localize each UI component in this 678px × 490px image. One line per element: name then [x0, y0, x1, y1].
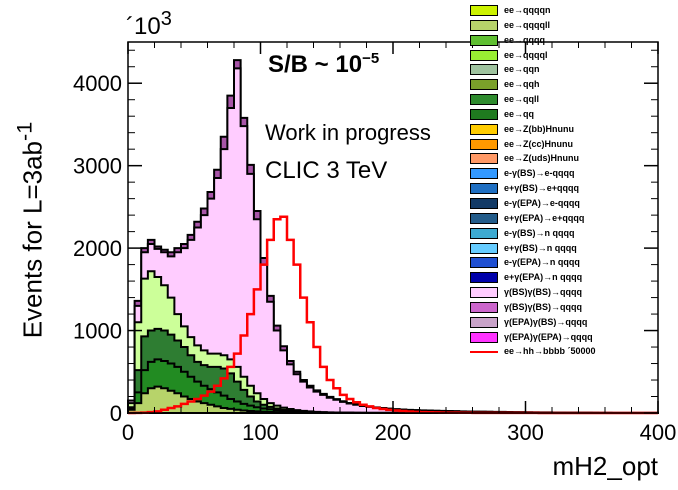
legend-entry: γ(EPA)γ(EPA)→qqqq	[470, 331, 675, 346]
legend-label: e+γ(BS)→e+qqqq	[504, 183, 580, 194]
legend-swatch	[470, 168, 498, 180]
legend-label: e-γ(EPA)→e-qqqq	[504, 197, 580, 208]
legend-entry: e-γ(EPA)→n qqqq	[470, 256, 675, 271]
legend-label: e+γ(BS)→n qqqq	[504, 242, 577, 253]
legend-entry: e-γ(EPA)→e-qqqq	[470, 197, 675, 212]
legend-swatch	[470, 257, 498, 269]
x-tick-label: 400	[640, 420, 677, 445]
y-tick-label: 0	[110, 401, 122, 426]
legend-entry: ee→Z(cc)Hnunu	[470, 138, 675, 153]
legend-swatch	[470, 94, 498, 106]
legend-swatch	[470, 153, 498, 165]
legend-entry: ee→qqqql	[470, 49, 675, 64]
sb-exponent: −5	[362, 50, 380, 67]
legend-swatch	[470, 138, 498, 150]
legend-label: e-γ(BS)→e-qqqq	[504, 168, 575, 179]
legend-label: ee→qqqq	[504, 34, 546, 45]
legend-swatch	[470, 227, 498, 239]
machine-label: CLIC 3 TeV	[265, 157, 388, 184]
legend-swatch	[470, 212, 498, 224]
legend-entry: ee→hh→bbbb ´50000	[470, 345, 675, 360]
legend-label: γ(EPA)γ(BS)→qqqq	[504, 316, 588, 327]
y-multiplier: ´103	[126, 8, 172, 41]
legend-entry: ee→qq	[470, 108, 675, 123]
y-tick-label: 4000	[73, 71, 122, 96]
legend-entry: e+γ(BS)→e+qqqq	[470, 182, 675, 197]
legend-label: γ(EPA)γ(EPA)→qqqq	[504, 331, 593, 342]
legend-entry: γ(EPA)γ(BS)→qqqq	[470, 316, 675, 331]
legend-swatch	[470, 64, 498, 76]
legend-label: e+γ(EPA)→e+qqqq	[504, 212, 585, 223]
legend: ee→qqqqn ee→qqqqll ee→qqqq ee→qqqql ee→qqn ee…	[470, 4, 675, 360]
legend-swatch	[470, 301, 498, 313]
legend-swatch	[470, 19, 498, 31]
legend-entry: ee→qqqqn	[470, 4, 675, 19]
legend-label: e-γ(EPA)→n qqqq	[504, 257, 580, 268]
y-axis-label-exp: -1	[11, 121, 37, 141]
legend-entry: e+γ(EPA)→e+qqqq	[470, 212, 675, 227]
y-multiplier-exponent: 3	[160, 8, 172, 30]
legend-swatch	[470, 123, 498, 135]
legend-label: ee→Z(bb)Hnunu	[504, 123, 574, 134]
x-tick-label: 200	[375, 420, 412, 445]
x-tick-label: 100	[242, 420, 279, 445]
legend-swatch	[470, 183, 498, 195]
legend-label: ee→Z(uds)Hnunu	[504, 153, 579, 164]
legend-label: e+γ(EPA)→n qqqq	[504, 272, 583, 283]
legend-swatch	[470, 351, 498, 354]
legend-swatch	[470, 316, 498, 328]
legend-label: ee→qqqqll	[504, 19, 551, 30]
sb-text: S/B ~ 10	[268, 51, 363, 78]
legend-label: ee→qqqql	[504, 49, 548, 60]
legend-entry: γ(BS)γ(BS)→qqqq	[470, 286, 675, 301]
legend-entry: ee→qqll	[470, 93, 675, 108]
legend-entry: e-γ(BS)→n qqqq	[470, 227, 675, 242]
work-in-progress-label: Work in progress	[265, 120, 431, 145]
legend-label: e-γ(BS)→n qqqq	[504, 227, 575, 238]
y-tick-label: 1000	[73, 319, 122, 344]
y-axis-label-text: Events for L=3ab	[17, 140, 48, 339]
legend-label: ee→Z(cc)Hnunu	[504, 138, 574, 149]
y-tick-label: 2000	[73, 236, 122, 261]
legend-label: ee→qqll	[504, 94, 540, 105]
legend-entry: e+γ(BS)→n qqqq	[470, 242, 675, 257]
legend-swatch	[470, 79, 498, 91]
legend-entry: γ(BS)γ(BS)→qqqq	[470, 301, 675, 316]
y-tick-label: 3000	[73, 154, 122, 179]
legend-entry: ee→qqqq	[470, 34, 675, 49]
legend-label: ee→qqn	[504, 64, 540, 75]
legend-label: γ(BS)γ(BS)→qqqq	[504, 287, 582, 298]
signal-background-ratio: S/B ~ 10−5	[268, 50, 379, 79]
legend-entry: ee→qqn	[470, 63, 675, 78]
legend-entry: ee→qqqqll	[470, 19, 675, 34]
legend-swatch	[470, 49, 498, 61]
legend-entry: ee→Z(uds)Hnunu	[470, 152, 675, 167]
legend-swatch	[470, 272, 498, 284]
legend-swatch	[470, 108, 498, 120]
x-axis-label: mH2_opt	[552, 451, 659, 481]
legend-label: ee→qqh	[504, 79, 540, 90]
legend-swatch	[470, 331, 498, 343]
y-axis-label: Events for L=3ab-1	[12, 122, 49, 339]
legend-swatch	[470, 34, 498, 46]
legend-swatch	[470, 242, 498, 254]
legend-entry: e+γ(EPA)→n qqqq	[470, 271, 675, 286]
legend-label: γ(BS)γ(BS)→qqqq	[504, 301, 582, 312]
legend-label: ee→qq	[504, 108, 535, 119]
legend-entry: ee→Z(bb)Hnunu	[470, 123, 675, 138]
legend-swatch	[470, 5, 498, 16]
legend-swatch	[470, 197, 498, 209]
y-multiplier-base: ´10	[126, 13, 161, 40]
legend-label: ee→qqqqn	[504, 5, 551, 15]
legend-entry: ee→qqh	[470, 78, 675, 93]
x-tick-label: 0	[122, 420, 134, 445]
legend-entry: e-γ(BS)→e-qqqq	[470, 167, 675, 182]
legend-label: ee→hh→bbbb ´50000	[504, 346, 596, 357]
x-tick-label: 300	[507, 420, 544, 445]
legend-swatch	[470, 287, 498, 299]
